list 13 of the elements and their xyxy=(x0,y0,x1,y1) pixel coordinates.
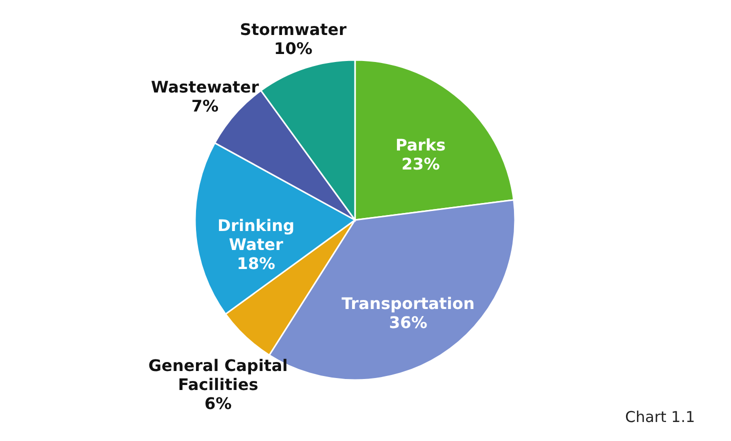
slice-label: Stormwater xyxy=(240,20,347,39)
slice-label: Transportation xyxy=(342,294,475,313)
data-label: 10% xyxy=(274,38,312,58)
data-label: 18% xyxy=(236,254,276,274)
slice-label: Drinking Water xyxy=(217,216,295,254)
data-label: 23% xyxy=(401,154,440,174)
data-label: 7% xyxy=(191,96,219,116)
data-label: 6% xyxy=(204,394,232,413)
slice-label: Parks xyxy=(396,136,446,155)
slice-label: Wastewater xyxy=(151,78,260,97)
caption: Chart 1.1 xyxy=(625,408,695,426)
slice-label: General Capital Facilities xyxy=(148,356,288,394)
data-label: 36% xyxy=(389,312,428,332)
